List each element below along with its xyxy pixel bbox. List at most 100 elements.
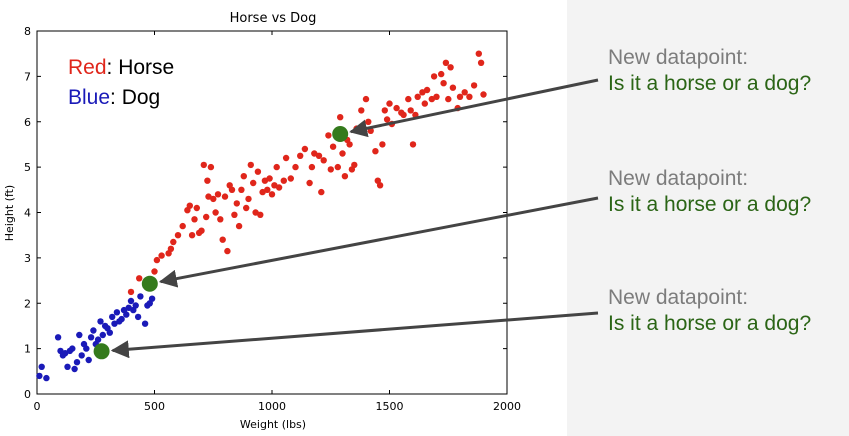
dog-point (118, 315, 125, 323)
horse-point (329, 143, 337, 150)
callout-arrow (158, 196, 599, 288)
callout-arrows (110, 78, 599, 359)
horse-point (456, 93, 464, 101)
new-datapoint (332, 126, 349, 142)
dog-point (73, 359, 81, 366)
dog-point (111, 320, 118, 327)
callout-2: New datapoint: Is it a horse or a dog? (608, 166, 848, 218)
new-datapoint (93, 343, 110, 360)
horse-point (430, 73, 438, 80)
horse-point (477, 59, 485, 66)
horse-point (365, 118, 372, 126)
horse-point (228, 186, 236, 193)
dog-point (38, 363, 45, 370)
horse-point (191, 216, 198, 223)
legend-horse-label: : Horse (107, 56, 175, 79)
horse-point (325, 132, 332, 139)
horse-point (440, 80, 447, 87)
new-datapoint (141, 275, 158, 292)
horse-point (372, 148, 379, 155)
x-tick-label: 1000 (258, 400, 286, 413)
horse-point (320, 157, 327, 164)
horse-point (405, 95, 412, 103)
dog-point (109, 313, 116, 321)
legend-horse: Red: Horse (68, 56, 174, 79)
dog-point (106, 329, 114, 336)
legend-horse-color-word: Red (68, 56, 107, 79)
y-tick-label: 6 (24, 116, 31, 129)
horse-point (297, 152, 304, 159)
x-tick-label: 2000 (493, 400, 521, 413)
horse-point (174, 232, 182, 239)
dog-point (71, 365, 78, 373)
horse-point (273, 163, 280, 171)
y-tick-label: 4 (24, 207, 31, 220)
horse-point (362, 95, 370, 103)
dog-point (134, 313, 142, 321)
horse-point (327, 166, 334, 173)
horse-point (275, 184, 283, 191)
y-tick-label: 2 (24, 297, 31, 310)
horse-point (447, 64, 454, 71)
horse-point (204, 177, 211, 184)
dog-point (54, 334, 62, 341)
horse-point (217, 216, 224, 223)
horse-point (207, 163, 215, 171)
legend-dog: Blue: Dog (68, 86, 160, 109)
horse-point (346, 141, 353, 148)
callout-1-question: Is it a horse or a dog? (608, 72, 812, 95)
y-axis-label: Height (ft) (3, 185, 16, 241)
axis-ticks: 0 500 1000 1500 2000 0 1 2 3 4 5 6 7 8 (24, 25, 521, 413)
horse-point (233, 200, 240, 207)
dog-point (97, 318, 104, 325)
dog-point (141, 320, 149, 327)
horse-point (188, 232, 196, 239)
dog-point (69, 345, 76, 352)
horse-point (287, 175, 294, 182)
horse-point (449, 84, 457, 91)
horse-point (442, 59, 450, 66)
horse-point (219, 236, 226, 243)
x-tick-label: 1500 (376, 400, 404, 413)
horse-point (151, 268, 158, 275)
horse-point (280, 177, 287, 184)
horse-point (200, 161, 207, 169)
horse-point (379, 141, 386, 148)
horse-point (315, 152, 323, 159)
callout-2-question: Is it a horse or a dog? (608, 193, 812, 216)
dog-point (87, 334, 95, 341)
horse-point (351, 161, 358, 169)
horse-point (470, 82, 478, 89)
dog-point (43, 374, 50, 382)
y-tick-label: 0 (24, 388, 31, 401)
x-tick-label: 0 (34, 400, 41, 413)
horse-point (264, 186, 271, 193)
horse-point (238, 186, 245, 193)
horse-point (257, 211, 264, 218)
legend-dog-label: : Dog (110, 86, 160, 109)
horse-point (421, 100, 428, 107)
horse-point (337, 114, 344, 121)
dog-point (76, 331, 83, 339)
horse-point (381, 107, 388, 114)
callout-arrow (110, 311, 599, 359)
horse-point (334, 163, 341, 171)
horse-point (341, 173, 349, 180)
horse-point (414, 93, 421, 101)
callout-1: New datapoint: Is it a horse or a dog? (608, 45, 848, 97)
dog-point (83, 345, 90, 352)
horse-point (224, 247, 231, 255)
dog-point (113, 309, 121, 316)
dog-point (123, 311, 130, 318)
callout-3-question: Is it a horse or a dog? (608, 312, 812, 335)
horse-point (445, 95, 452, 103)
y-tick-label: 3 (24, 252, 31, 265)
dog-point (36, 372, 43, 380)
callout-arrow (349, 78, 599, 138)
horse-point (466, 93, 473, 101)
chart-title: Horse vs Dog (230, 11, 317, 26)
dog-point (99, 331, 107, 339)
horse-point (400, 111, 407, 119)
dog-point (132, 302, 139, 309)
horse-point (245, 195, 252, 203)
